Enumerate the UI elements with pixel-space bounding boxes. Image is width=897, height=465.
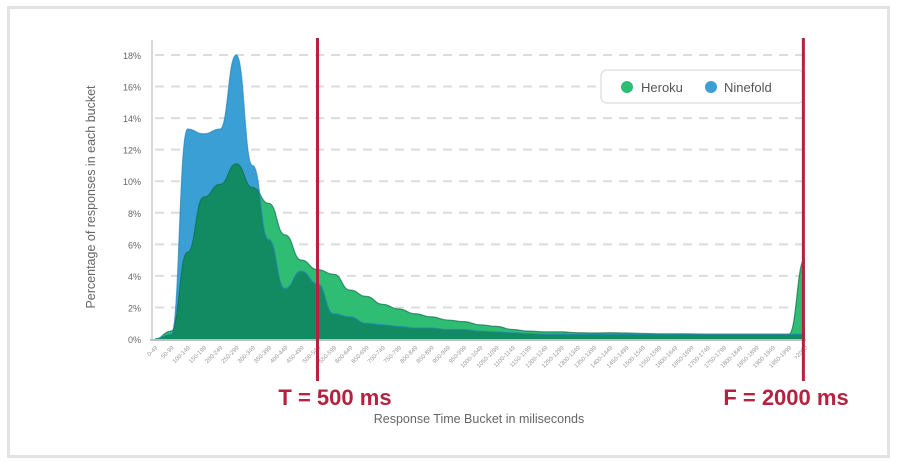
y-tick-label: 6% bbox=[128, 240, 141, 250]
y-tick-label: 18% bbox=[123, 51, 141, 61]
legend-swatch-ninefold bbox=[705, 81, 717, 93]
y-tick-label: 4% bbox=[128, 272, 141, 282]
legend-label-heroku: Heroku bbox=[641, 80, 683, 95]
y-tick-label: 12% bbox=[123, 146, 141, 156]
line-ninefold bbox=[154, 54, 805, 340]
chart-frame bbox=[7, 6, 890, 458]
legend-swatch-heroku bbox=[621, 81, 633, 93]
area-overlap bbox=[155, 163, 805, 339]
y-tick-label: 8% bbox=[128, 209, 141, 219]
y-axis-title: Percentage of responses in each bucket bbox=[84, 85, 98, 309]
y-tick-label: 14% bbox=[123, 114, 141, 124]
x-tick-label: 0-49 bbox=[147, 345, 160, 358]
x-axis-title: Response Time Bucket in miliseconds bbox=[374, 412, 585, 426]
legend-label-ninefold: Ninefold bbox=[724, 80, 772, 95]
y-tick-label: 2% bbox=[128, 303, 141, 313]
x-tick-label: >2000 bbox=[793, 345, 810, 362]
failure-marker-label: F = 2000 ms bbox=[723, 385, 848, 410]
y-tick-label: 16% bbox=[123, 83, 141, 93]
y-tick-label: 10% bbox=[123, 177, 141, 187]
y-tick-label: 0% bbox=[128, 335, 141, 345]
threshold-marker-label: T = 500 ms bbox=[278, 385, 391, 410]
